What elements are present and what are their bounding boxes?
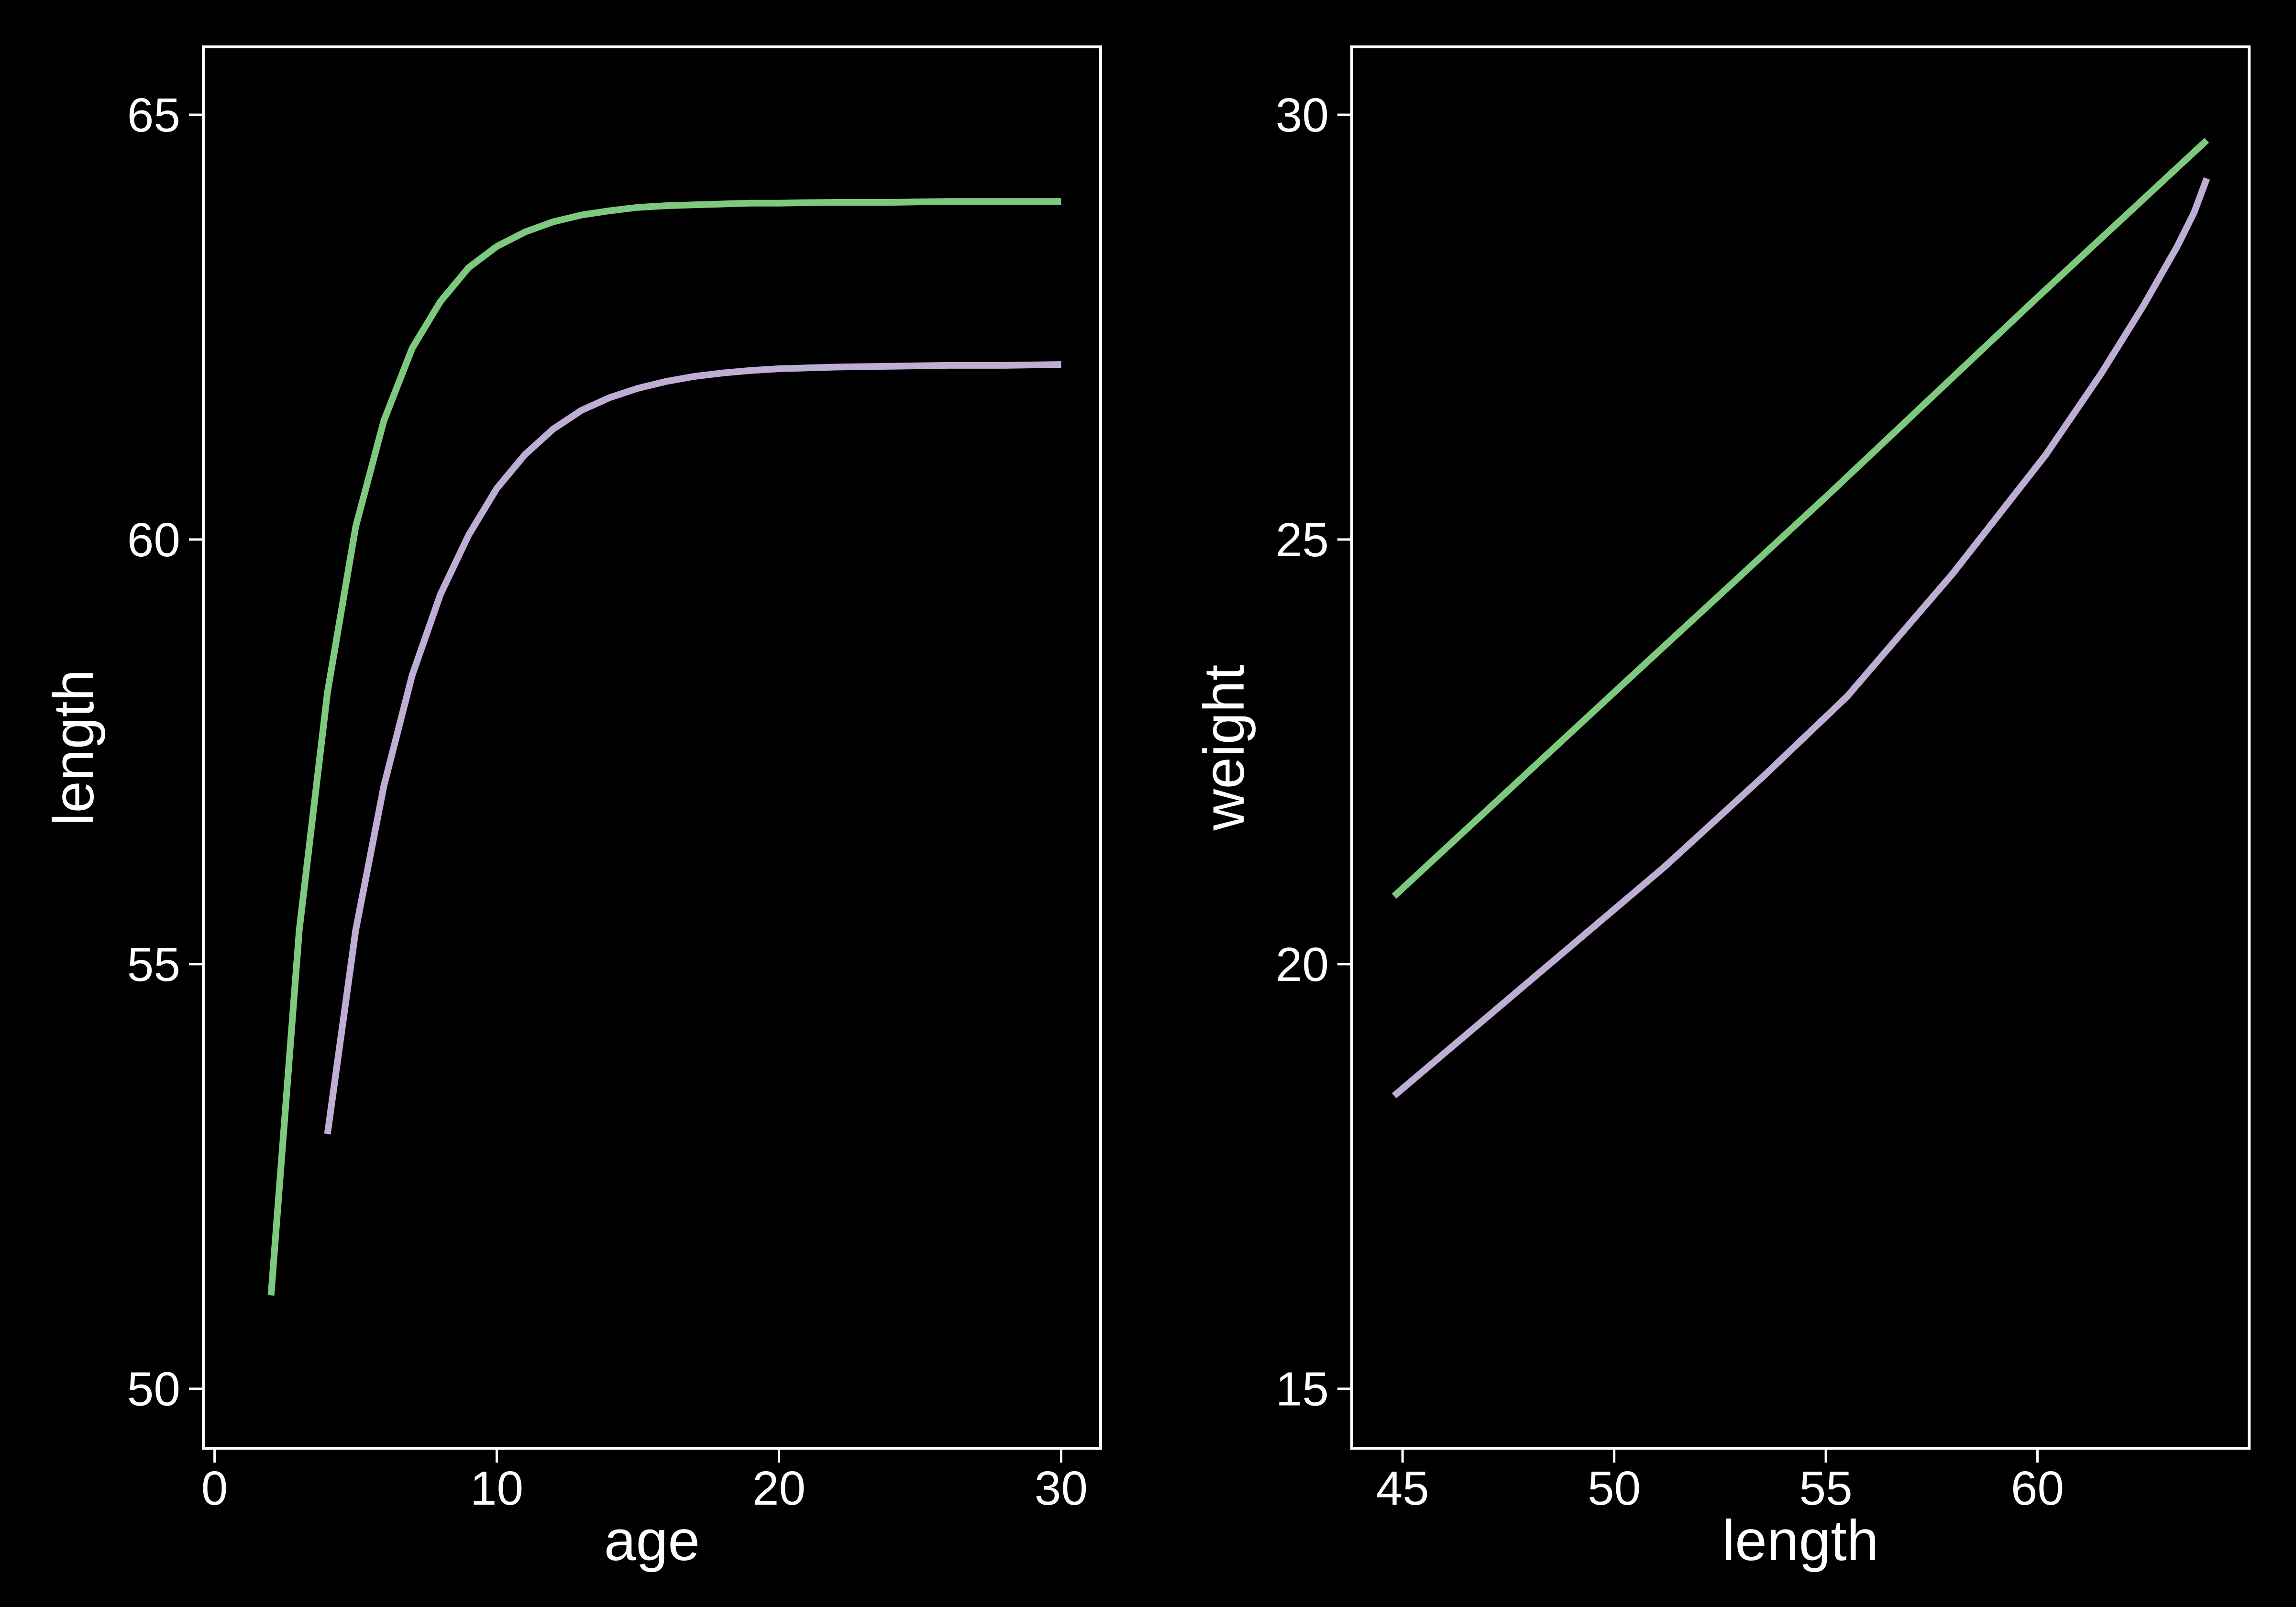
y-axis-ticks: 15 20 25 30 (1276, 88, 1352, 1416)
x-tick-label: 10 (470, 1462, 523, 1515)
series-line-1 (267, 198, 1061, 1296)
series-line-2 (324, 361, 1061, 1134)
x-axis-label: age (604, 1508, 700, 1573)
y-tick-label: 50 (127, 1363, 180, 1416)
x-tick-label: 0 (201, 1462, 228, 1515)
panel-length-vs-age: 0 10 20 30 50 55 60 65 age length (42, 45, 1102, 1573)
plot-frame (202, 45, 1102, 1450)
y-tick-label: 15 (1276, 1363, 1329, 1416)
x-tick-label: 20 (752, 1462, 806, 1515)
plot-frame (1350, 45, 2251, 1450)
x-tick-label: 50 (1588, 1462, 1641, 1515)
y-tick-label: 30 (1276, 88, 1329, 142)
y-axis-ticks: 50 55 60 65 (127, 88, 203, 1416)
x-axis-ticks: 0 10 20 30 (201, 1448, 1088, 1515)
y-axis-label: length (42, 670, 106, 826)
y-tick-label: 25 (1276, 513, 1329, 567)
y-tick-label: 20 (1276, 938, 1329, 991)
x-axis-ticks: 45 50 55 60 (1376, 1448, 2064, 1515)
series-lines (267, 198, 1061, 1296)
y-axis-label: weight (1192, 665, 1256, 831)
series-lines (1391, 138, 2210, 1099)
x-tick-label: 60 (2011, 1462, 2064, 1515)
x-axis-label: length (1722, 1508, 1879, 1573)
x-tick-label: 55 (1799, 1462, 1852, 1515)
y-tick-label: 60 (127, 513, 180, 567)
panel-weight-vs-length: 45 50 55 60 15 20 25 30 length weight (1192, 45, 2251, 1573)
y-tick-label: 65 (127, 88, 180, 142)
series-line-1 (1391, 138, 2209, 899)
series-line-2 (1391, 177, 2210, 1099)
x-tick-label: 30 (1035, 1462, 1088, 1515)
y-tick-label: 55 (127, 938, 180, 991)
x-tick-label: 45 (1376, 1462, 1429, 1515)
